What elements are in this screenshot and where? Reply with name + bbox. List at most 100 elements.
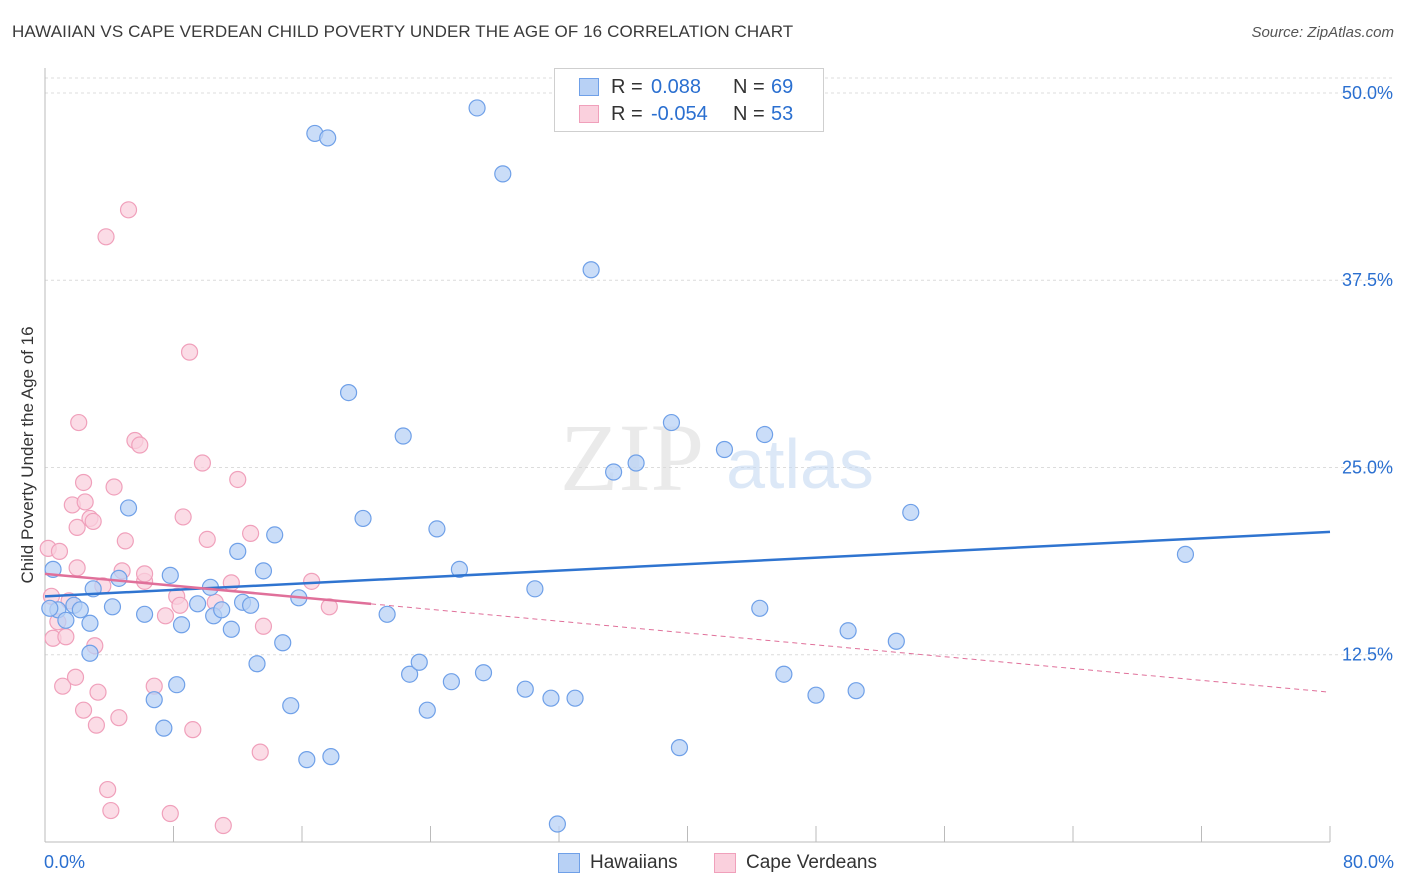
- point-hawaiians: [887, 632, 905, 650]
- point-hawaiians: [172, 616, 191, 634]
- point-hawaiians: [847, 682, 865, 700]
- bottom-legend-label-cape-verdeans: Cape Verdeans: [746, 852, 877, 873]
- point-hawaiians: [755, 425, 774, 444]
- legend-r-value: 0.088: [651, 75, 702, 98]
- point-cape-verdeans: [87, 716, 106, 734]
- point-cape-verdeans: [131, 436, 149, 454]
- point-cape-verdeans: [135, 565, 154, 583]
- point-hawaiians: [229, 542, 247, 560]
- point-hawaiians: [161, 566, 179, 584]
- bottom-legend-hawaiians: Hawaiians: [558, 852, 678, 874]
- point-hawaiians: [81, 644, 99, 662]
- trend-line-cape-verdeans: [44, 572, 372, 606]
- legend-n-value: 69: [771, 75, 794, 98]
- point-hawaiians: [298, 751, 316, 769]
- point-cape-verdeans: [119, 201, 138, 219]
- legend-n-value: 53: [771, 102, 794, 125]
- point-hawaiians: [401, 665, 419, 683]
- point-hawaiians: [839, 622, 857, 640]
- point-cape-verdeans: [84, 512, 102, 531]
- point-hawaiians: [715, 440, 734, 459]
- point-hawaiians: [242, 596, 260, 614]
- point-cape-verdeans: [254, 617, 273, 635]
- point-hawaiians: [81, 614, 99, 632]
- point-hawaiians: [548, 815, 566, 833]
- point-hawaiians: [494, 165, 512, 183]
- point-hawaiians: [751, 599, 769, 617]
- point-hawaiians: [902, 503, 920, 522]
- y-tick-label: 25.0%: [1342, 457, 1393, 477]
- point-hawaiians: [566, 689, 584, 707]
- bottom-legend-cape-verdeans: Cape Verdeans: [714, 852, 877, 874]
- bottom-legend-label-hawaiians: Hawaiians: [590, 852, 678, 873]
- point-hawaiians: [354, 509, 372, 528]
- point-hawaiians: [266, 526, 284, 544]
- point-cape-verdeans: [66, 668, 85, 686]
- point-cape-verdeans: [76, 493, 94, 511]
- point-hawaiians: [516, 680, 534, 698]
- point-hawaiians: [119, 499, 138, 517]
- point-hawaiians: [807, 686, 825, 704]
- point-hawaiians: [103, 598, 122, 616]
- point-cape-verdeans: [68, 518, 86, 537]
- point-hawaiians: [282, 697, 300, 715]
- point-cape-verdeans: [198, 530, 216, 548]
- trend-line-cape-verdeans-extension: [371, 603, 1331, 693]
- point-hawaiians: [188, 595, 207, 613]
- y-tick-label: 37.5%: [1342, 270, 1393, 290]
- point-cape-verdeans: [193, 454, 212, 472]
- legend-r-value: -0.054: [651, 102, 708, 125]
- point-hawaiians: [450, 560, 469, 578]
- point-cape-verdeans: [251, 743, 269, 761]
- point-cape-verdeans: [116, 532, 134, 550]
- point-hawaiians: [605, 463, 623, 481]
- legend-r-label: R =: [611, 75, 643, 98]
- point-hawaiians: [442, 673, 460, 691]
- point-cape-verdeans: [99, 780, 117, 799]
- point-hawaiians: [41, 599, 59, 617]
- point-hawaiians: [410, 653, 428, 671]
- point-cape-verdeans: [74, 473, 93, 492]
- point-hawaiians: [394, 427, 412, 445]
- y-tick-label: 12.5%: [1342, 645, 1393, 665]
- point-cape-verdeans: [180, 343, 199, 361]
- point-hawaiians: [378, 605, 396, 623]
- point-cape-verdeans: [242, 524, 260, 543]
- point-hawaiians: [418, 701, 436, 719]
- point-cape-verdeans: [229, 470, 247, 489]
- point-hawaiians: [474, 664, 493, 682]
- point-hawaiians: [582, 261, 600, 279]
- point-cape-verdeans: [50, 542, 69, 560]
- x-axis-max-label: 80.0%: [1342, 852, 1394, 872]
- legend-row-hawaiians: R = 0.088 N = 69: [579, 75, 793, 99]
- point-cape-verdeans: [303, 572, 321, 590]
- legend-swatch-hawaiians: [579, 78, 599, 96]
- point-hawaiians: [155, 719, 173, 737]
- x-axis-min-label: 0.0%: [44, 852, 86, 872]
- point-hawaiians: [627, 454, 645, 472]
- legend-swatch-cape-verdeans: [579, 105, 599, 123]
- bottom-legend-swatch-hawaiians: [558, 853, 580, 873]
- point-cape-verdeans: [54, 677, 72, 695]
- point-hawaiians: [274, 634, 292, 652]
- point-cape-verdeans: [156, 607, 175, 625]
- point-hawaiians: [1176, 545, 1195, 563]
- bottom-legend-swatch-cape-verdeans: [714, 853, 736, 873]
- legend-n-label: N =: [733, 102, 765, 125]
- source-label: Source: ZipAtlas.com: [1251, 24, 1394, 41]
- legend-box: R = 0.088 N = 69 R = -0.054 N = 53: [554, 68, 824, 132]
- chart-title: HAWAIIAN VS CAPE VERDEAN CHILD POVERTY U…: [12, 22, 794, 41]
- point-hawaiians: [71, 601, 89, 619]
- legend-row-cape-verdeans: R = -0.054 N = 53: [579, 102, 793, 126]
- point-hawaiians: [213, 601, 231, 619]
- point-hawaiians: [322, 748, 340, 766]
- point-cape-verdeans: [68, 559, 86, 577]
- point-hawaiians: [428, 520, 446, 538]
- point-hawaiians: [319, 129, 337, 147]
- point-hawaiians: [57, 611, 75, 629]
- point-hawaiians: [248, 655, 266, 673]
- point-cape-verdeans: [174, 508, 192, 526]
- point-cape-verdeans: [89, 683, 107, 701]
- point-hawaiians: [670, 739, 689, 757]
